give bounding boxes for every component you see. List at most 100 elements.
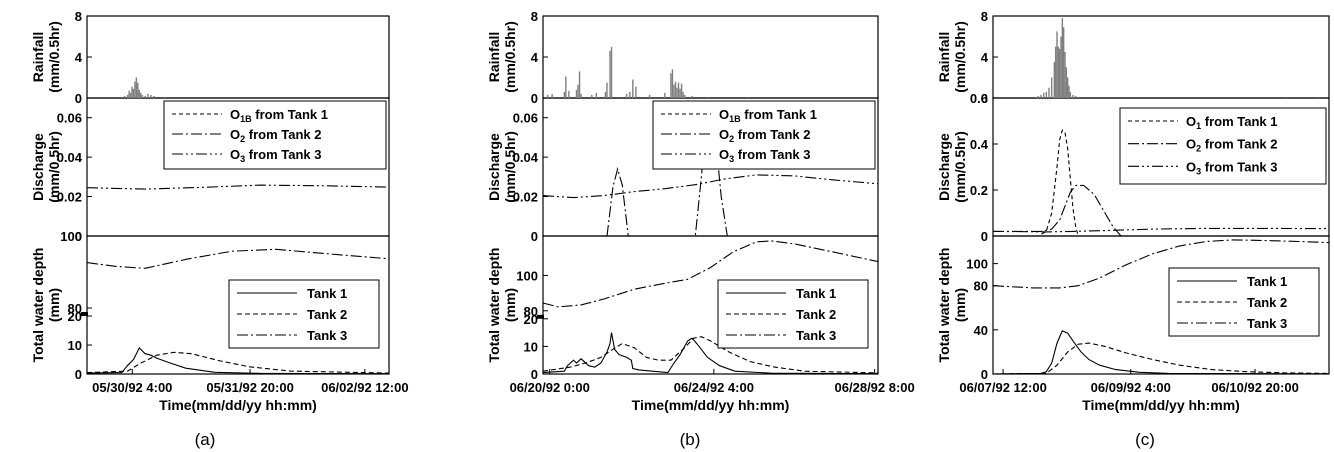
rainfall-bar xyxy=(606,82,608,98)
discharge-legend-label: O2 from Tank 2 xyxy=(230,127,321,144)
rainfall-bar xyxy=(1074,95,1077,98)
discharge-ylabel-unit: (mm/0.5hr) xyxy=(502,131,518,203)
rainfall-bar xyxy=(670,73,672,98)
discharge-legend-label: O1B from Tank 1 xyxy=(230,107,328,124)
legend-label-text: from Tank 3 xyxy=(1201,159,1277,174)
discharge-legend-label: O3 from Tank 3 xyxy=(230,147,321,164)
rainfall-bar xyxy=(1056,31,1058,98)
rainfall-bar xyxy=(137,82,139,98)
xtick-label: 06/28/92 8:00 xyxy=(835,380,915,395)
rainfall-bar xyxy=(578,71,581,98)
legend-label-text: from Tank 1 xyxy=(252,107,328,122)
depth-series-line xyxy=(542,336,879,374)
rainfall-bar xyxy=(706,96,709,98)
depth-ylabel-unit: (mm) xyxy=(502,288,518,322)
rainfall-bar xyxy=(610,46,613,98)
xtick-label: 06/24/92 4:00 xyxy=(674,380,754,395)
legend-symbol: O xyxy=(719,107,729,122)
rainfall-bar xyxy=(1053,62,1056,98)
rainfall-bar xyxy=(132,88,135,98)
depth-ytick-label: 10 xyxy=(524,339,538,354)
rainfall-plot-frame xyxy=(542,15,879,99)
depth-legend-label: Tank 1 xyxy=(796,286,836,301)
legend-label-text: from Tank 1 xyxy=(1201,114,1277,129)
rainfall-bar xyxy=(565,76,567,98)
rainfall-bar xyxy=(1072,94,1074,98)
rainfall-bar xyxy=(1045,91,1048,98)
rainfall-bar xyxy=(134,81,136,98)
depth-plot-frame xyxy=(542,235,879,375)
legend-label-text: from Tank 3 xyxy=(734,147,810,162)
rainfall-bar xyxy=(128,90,130,98)
depth-legend-label: Tank 3 xyxy=(796,328,836,343)
discharge-series-line xyxy=(542,174,879,199)
depth-ylabel: Total water depth xyxy=(486,248,502,363)
legend-label-text: from Tank 2 xyxy=(245,127,321,142)
x-axis-label: Time(mm/dd/yy hh:mm) xyxy=(159,397,317,413)
legend-symbol-subscript: 3 xyxy=(729,154,734,164)
rainfall-bar xyxy=(691,95,693,98)
rainfall-bar xyxy=(673,84,675,98)
depth-series-line xyxy=(86,248,390,269)
rainfall-bar xyxy=(551,93,553,98)
rainfall-bar xyxy=(632,79,634,98)
rainfall-bar xyxy=(131,86,133,98)
rainfall-bar xyxy=(1077,96,1080,98)
rainfall-ylabel-unit: (mm/0.5hr) xyxy=(952,21,968,93)
panel-caption: (b) xyxy=(680,430,701,449)
rainfall-bar xyxy=(629,91,631,98)
rainfall-bar xyxy=(1285,96,1288,98)
depth-series-line xyxy=(86,351,390,374)
rainfall-ylabel: Rainfall xyxy=(936,32,952,83)
xtick-label: 06/07/92 12:00 xyxy=(959,380,1046,395)
discharge-series-line xyxy=(993,184,1329,237)
rainfall-bar xyxy=(138,89,140,98)
legend-symbol: O xyxy=(719,147,729,162)
rainfall-bar xyxy=(1034,96,1037,98)
rainfall-bar xyxy=(147,93,149,98)
depth-legend-label: Tank 1 xyxy=(1247,274,1287,289)
rainfall-ytick-label: 0 xyxy=(981,91,988,106)
rainfall-plot-frame xyxy=(86,15,390,99)
depth-series-line xyxy=(542,332,879,375)
depth-series-line xyxy=(542,240,879,308)
discharge-series-line xyxy=(606,105,728,237)
rainfall-ytick-label: 8 xyxy=(531,9,538,24)
rainfall-bar xyxy=(604,91,607,98)
rainfall-bar xyxy=(124,95,126,98)
depth-ytick-label: 80 xyxy=(68,301,82,316)
discharge-ylabel: Discharge xyxy=(486,133,502,201)
axis-break-mark xyxy=(537,314,544,319)
discharge-ytick-label: 0.06 xyxy=(513,111,538,126)
rainfall-ytick-label: 0 xyxy=(531,91,538,106)
depth-legend-box xyxy=(717,279,869,349)
legend-symbol: O xyxy=(1186,114,1196,129)
rainfall-bar xyxy=(677,82,680,98)
legend-symbol: O xyxy=(719,127,729,142)
rainfall-bar xyxy=(580,93,582,98)
discharge-ytick-label: 0.2 xyxy=(970,183,988,198)
rainfall-bar xyxy=(1037,95,1040,98)
legend-label-text: from Tank 2 xyxy=(1201,137,1277,152)
rainfall-bar xyxy=(1069,91,1072,98)
discharge-ylabel-unit: (mm/0.5hr) xyxy=(952,131,968,203)
rainfall-bar xyxy=(674,81,677,98)
x-axis-label: Time(mm/dd/yy hh:mm) xyxy=(1082,397,1240,413)
discharge-series-line xyxy=(86,184,390,190)
rainfall-bar xyxy=(1042,92,1045,98)
legend-symbol-subscript: 2 xyxy=(729,134,734,144)
depth-ytick-label: 80 xyxy=(974,279,988,294)
rainfall-ytick-label: 0 xyxy=(75,91,82,106)
rainfall-bar xyxy=(577,84,579,98)
rainfall-bar xyxy=(664,92,666,98)
discharge-legend-label: O1 from Tank 1 xyxy=(1186,114,1277,131)
panel-caption: (c) xyxy=(1135,430,1155,449)
rainfall-ylabel: Rainfall xyxy=(486,32,502,83)
depth-ytick-label: 20 xyxy=(524,312,538,327)
discharge-legend-box xyxy=(652,100,876,170)
rainfall-plot-frame xyxy=(992,15,1330,99)
rainfall-bar xyxy=(150,94,152,98)
rainfall-bar xyxy=(164,96,167,98)
rainfall-ytick-label: 8 xyxy=(981,9,988,24)
rainfall-bar xyxy=(1060,36,1062,98)
